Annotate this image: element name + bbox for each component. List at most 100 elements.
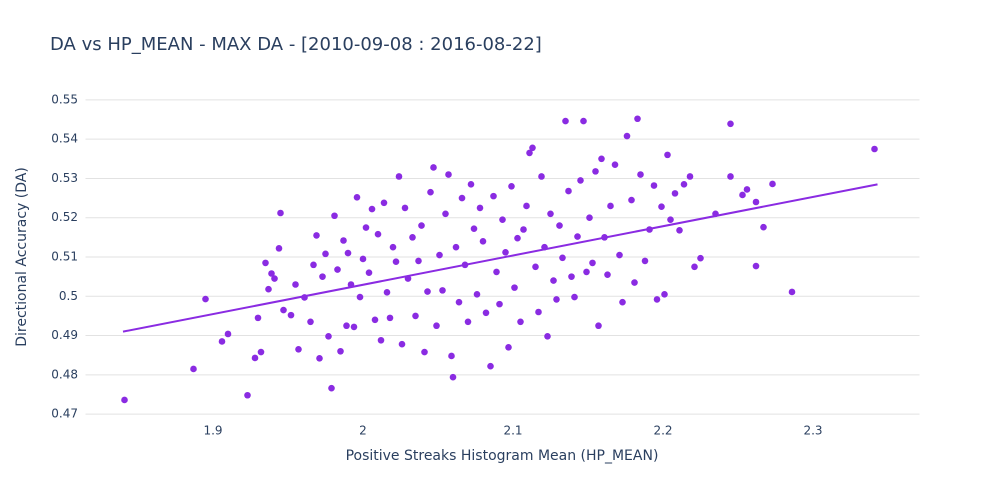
scatter-point [595,322,602,330]
scatter-point [496,300,503,308]
y-tick-label: 0.47 [51,407,78,421]
scatter-point [727,120,734,128]
scatter-point [664,151,671,159]
scatter-point [743,186,751,193]
scatter-point [331,212,338,220]
scatter-point [458,194,466,202]
scatter-point [415,257,422,265]
scatter-point [362,224,370,231]
scatter-point [482,309,490,317]
scatter-point [562,117,569,125]
scatter-point [739,191,746,199]
scatter-point [568,273,575,280]
scatter-point [442,210,449,218]
x-tick-label: 2.2 [653,424,672,438]
scatter-point [277,209,284,217]
scatter-point [464,318,472,326]
scatter-point [871,145,878,153]
scatter-point [319,273,326,280]
scatter-point [760,223,767,231]
scatter-point [473,291,481,298]
scatter-point [788,288,796,296]
scatter-point [650,182,658,189]
scatter-point [445,171,452,178]
scatter-point [686,173,694,180]
scatter-point [271,275,278,282]
scatter-point [244,391,251,399]
scatter-point [586,214,593,222]
scatter-point [502,248,509,256]
scatter-point [337,347,344,355]
scatter-point [508,183,515,190]
scatter-point [280,306,287,314]
scatter-point [421,348,428,356]
scatter-point [505,344,512,351]
scatter-point [325,333,332,340]
scatter-point [653,296,661,303]
scatter-point [340,237,347,244]
scatter-point [202,295,209,303]
scatter-point [611,161,619,168]
scatter-point [190,365,197,373]
y-tick-label: 0.48 [51,367,78,381]
scatter-point [661,291,668,298]
scatter-point [365,269,373,277]
scatter-point [634,115,641,123]
scatter-point [538,173,545,180]
scatter-point [452,243,460,251]
scatter-point [386,314,394,322]
scatter-point [517,318,524,326]
scatter-point [436,251,443,259]
scatter-point [514,234,521,242]
scatter-point [598,155,605,163]
scatter-point [218,338,226,345]
scatter-point [322,250,329,258]
scatter-point [275,245,283,252]
y-axis-title: Directional Accuracy (DA) [14,167,30,347]
scatter-point [523,202,530,210]
scatter-point [580,117,587,125]
scatter-point [520,226,527,233]
scatter-point [380,199,388,207]
scatter-point [727,173,734,180]
scatter-point [592,168,599,175]
scatter-point [658,203,665,211]
scatter-point [287,311,295,319]
scatter-point [359,255,367,263]
scatter-point [559,254,566,262]
scatter-point [631,279,638,286]
scatter-point [467,181,475,188]
scatter-point [511,284,518,291]
scatter-point [430,164,437,171]
scatter-point [251,354,259,362]
scatter-point [752,198,760,206]
x-tick-label: 2.3 [803,424,822,438]
scatter-point [490,192,497,200]
scatter-point [769,180,776,188]
scatter-point [262,259,269,267]
scatter-point [418,222,425,229]
scatter-point [424,288,431,295]
scatter-point [374,230,382,238]
scatter-point [295,346,302,353]
scatter-point [356,293,364,301]
scatter-point [310,261,317,269]
scatter-point [583,268,590,276]
scatter-point [448,352,455,360]
scatter-point [499,216,506,223]
scatter-point [667,216,674,223]
scatter-point [571,293,578,301]
scatter-point [254,314,262,322]
scatter-point [526,149,533,157]
scatter-point [343,322,350,330]
y-tick-label: 0.52 [51,210,78,224]
scatter-point [623,132,631,140]
scatter-point [224,330,232,338]
scatter-point [344,249,352,257]
scatter-point [334,266,341,273]
x-axis-title: Positive Streaks Histogram Mean (HP_MEAN… [346,448,659,464]
y-tick-label: 0.55 [51,92,78,106]
scatter-point [313,232,320,239]
scatter-point [449,373,457,381]
